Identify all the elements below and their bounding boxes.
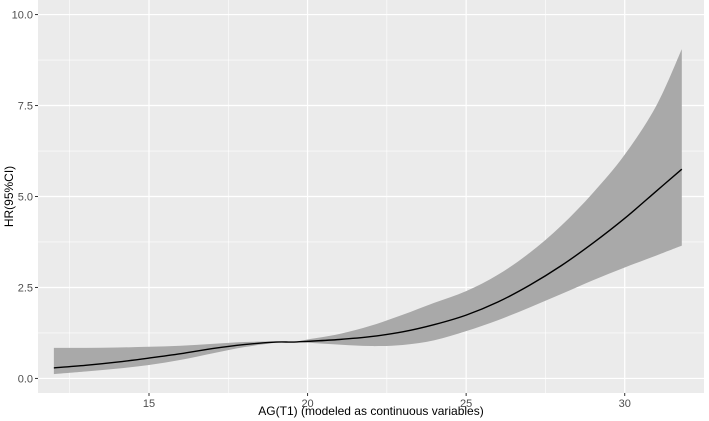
x-tick-label: 30	[619, 398, 631, 410]
x-axis-ticks: 15 20 25 30	[143, 393, 631, 410]
y-tick-label: 7.5	[18, 101, 33, 113]
x-axis-title: AG(T1) (modeled as continuous variables)	[258, 404, 483, 418]
y-tick-label: 0.0	[18, 373, 33, 385]
confidence-band	[53, 49, 682, 375]
hazard-ratio-line	[53, 168, 683, 369]
y-tick-label: 10.0	[12, 10, 33, 22]
y-axis-ticks: 0.0 2.5 5.0 7.5 10.0	[12, 10, 38, 385]
x-tick-label: 15	[143, 398, 155, 410]
x-tick-label: 25	[460, 398, 472, 410]
x-tick-label: 20	[301, 398, 313, 410]
y-tick-label: 2.5	[18, 282, 33, 294]
y-axis-title: HR(95%CI)	[2, 166, 16, 227]
y-tick-label: 5.0	[18, 192, 33, 204]
